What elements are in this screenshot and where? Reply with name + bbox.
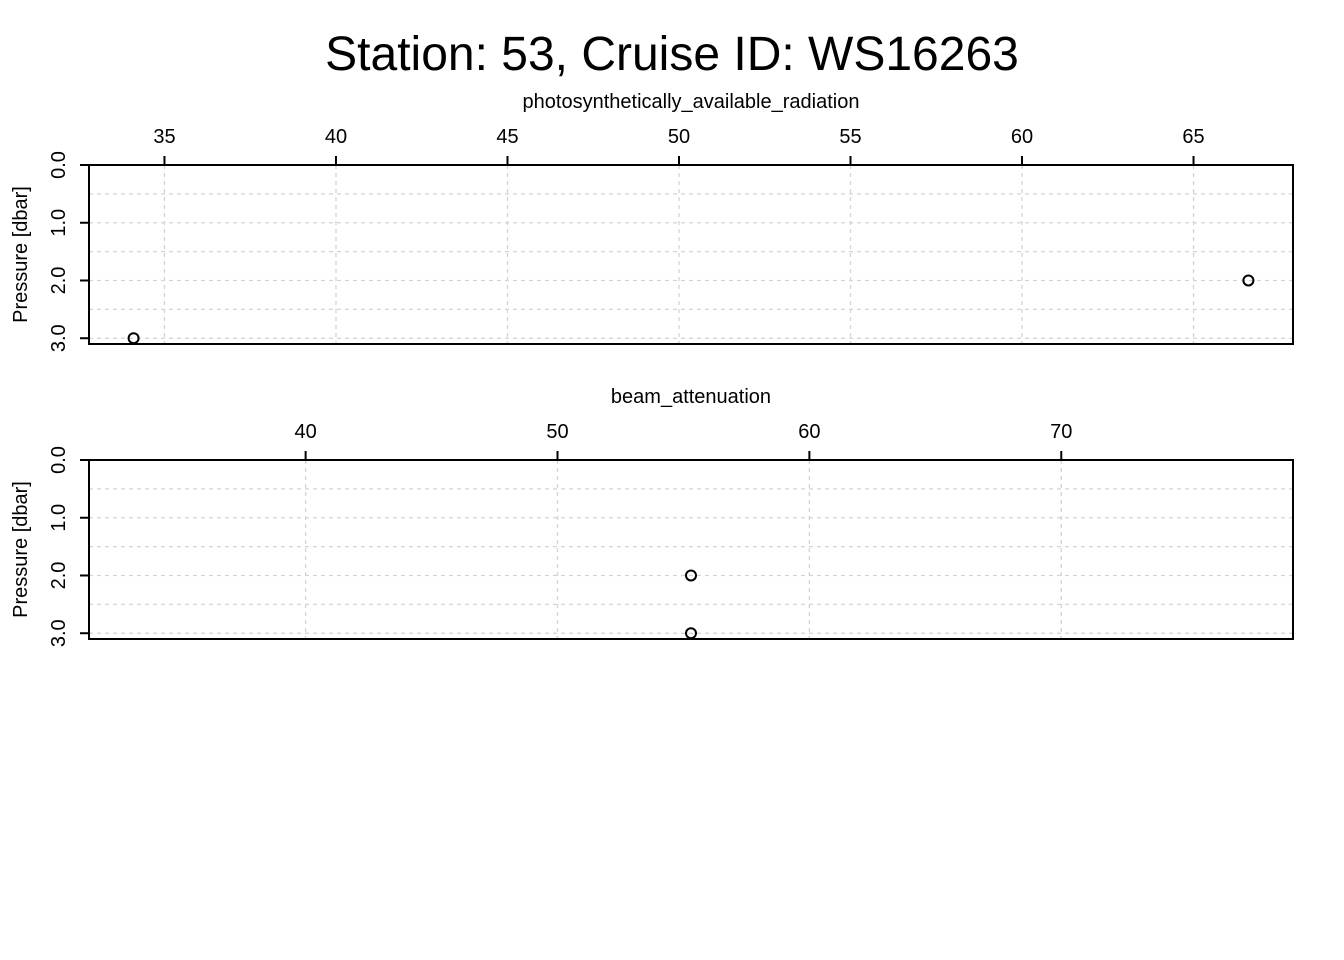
panel-beam-attenuation-y-tick-label-2: 2.0 — [48, 562, 70, 590]
panel-beam-attenuation-x-tick-label-1: 50 — [546, 421, 568, 443]
panel-par-y-tick-label-0: 0.0 — [48, 151, 70, 179]
panel-par-x-axis-label: photosynthetically_available_radiation — [523, 91, 860, 113]
panel-par-y-tick-label-2: 2.0 — [48, 267, 70, 295]
figure-title: Station: 53, Cruise ID: WS16263 — [325, 28, 1019, 81]
panel-beam-attenuation-x-tick-label-0: 40 — [294, 421, 316, 443]
panel-par-point-0-0 — [1242, 274, 1255, 287]
panel-par-x-tick-label-2: 45 — [496, 126, 518, 148]
panel-par-x-tick-label-3: 50 — [668, 126, 690, 148]
panel-beam-attenuation-x-tick-label-2: 60 — [798, 421, 820, 443]
panel-par-x-tick-label-0: 35 — [153, 126, 175, 148]
panel-beam-attenuation: 40 50 60 70 0.0 1.0 2.0 3.0 beam_attenuation P… — [10, 386, 1294, 647]
panel-beam-attenuation-y-tick-label-0: 0.0 — [48, 446, 70, 474]
panel-beam-attenuation-y-tick-label-3: 3.0 — [48, 619, 70, 647]
panel-par-y-axis: 0.0 1.0 2.0 3.0 — [48, 151, 89, 352]
panel-par-y-axis-label: Pressure [dbar] — [10, 186, 32, 323]
panel-beam-attenuation-y-axis: 0.0 1.0 2.0 3.0 — [48, 446, 89, 647]
panel-beam-attenuation-frame — [88, 459, 1294, 640]
panel-par-y-tick-label-3: 3.0 — [48, 324, 70, 352]
panel-beam-attenuation-y-tick-label-1: 1.0 — [48, 504, 70, 532]
panel-par: 35 40 45 50 55 60 65 0.0 1.0 2.0 3.0 photosynthet… — [10, 91, 1294, 352]
panel-par-frame — [88, 164, 1294, 345]
panel-beam-attenuation-point-0-0 — [685, 569, 697, 582]
panel-beam-attenuation-y-axis-label: Pressure [dbar] — [10, 481, 32, 618]
panel-par-x-tick-label-4: 55 — [839, 126, 861, 148]
panel-par-x-axis: 35 40 45 50 55 60 65 — [153, 126, 1205, 165]
panel-par-x-tick-label-1: 40 — [325, 126, 347, 148]
panel-par-x-tick-label-5: 60 — [1011, 126, 1033, 148]
panel-par-y-tick-label-1: 1.0 — [48, 209, 70, 237]
panel-beam-attenuation-x-axis-label: beam_attenuation — [611, 386, 771, 408]
panel-par-x-tick-label-6: 65 — [1182, 126, 1204, 148]
panel-beam-attenuation-x-tick-label-3: 70 — [1050, 421, 1072, 443]
panel-beam-attenuation-x-axis: 40 50 60 70 — [294, 421, 1072, 460]
